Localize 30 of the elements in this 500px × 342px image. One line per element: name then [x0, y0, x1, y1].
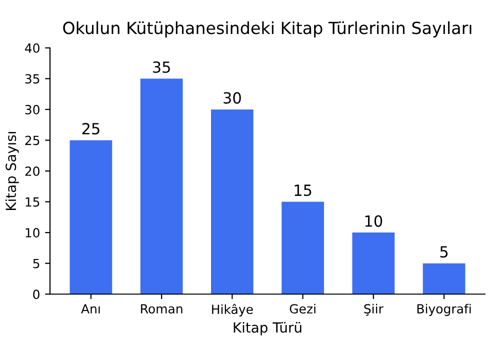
y-tick-label: 0 [33, 290, 40, 300]
chart-title: Okulun Kütüphanesindeki Kitap Türlerinin Sayıları [63, 21, 472, 38]
x-tick-label: Şiir [364, 304, 384, 316]
bar [140, 78, 183, 294]
data-label: 15 [294, 184, 312, 196]
data-label: 35 [153, 61, 170, 73]
y-tick-label: 20 [25, 166, 40, 176]
bar [282, 202, 324, 294]
y-tick-label: 35 [25, 74, 40, 84]
y-tick-label: 5 [33, 258, 40, 268]
x-tick-label: Hikâye [212, 304, 253, 316]
data-label: 30 [224, 92, 241, 104]
y-axis-title: Kitap Sayısı [5, 132, 19, 210]
bar [70, 140, 112, 294]
x-axis-title: Kitap Türü [234, 322, 302, 336]
bar [422, 263, 466, 294]
x-tick-label: Anı [81, 304, 100, 314]
y-tick-label: 15 [26, 197, 40, 207]
bar [352, 232, 395, 294]
x-tick-label: Biyografi [417, 304, 471, 316]
x-tick-label: Roman [141, 304, 182, 314]
y-tick-label: 40 [24, 43, 40, 53]
y-tick-label: 30 [25, 104, 40, 114]
y-tick-label: 25 [25, 136, 40, 146]
data-label: 5 [440, 246, 448, 258]
y-tick-label: 10 [26, 228, 40, 238]
bar [211, 109, 254, 294]
data-label: 25 [82, 122, 100, 134]
data-label: 10 [365, 215, 382, 227]
x-tick-label: Gezi [290, 304, 316, 314]
